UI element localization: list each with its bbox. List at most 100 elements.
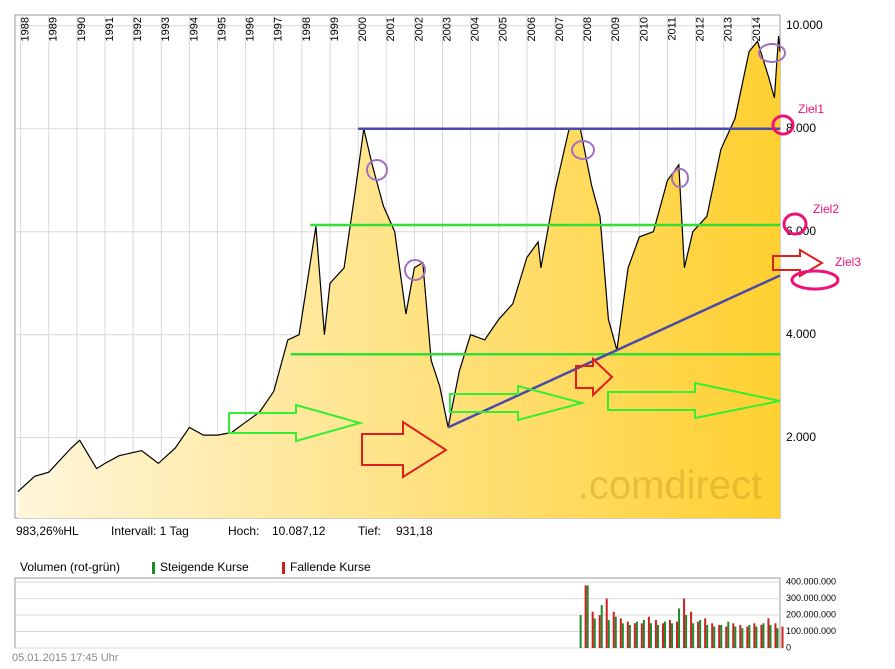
arrow-red — [361, 420, 448, 479]
volume-title: Volumen (rot-grün) — [20, 560, 120, 574]
x-tick-label: 2006 — [526, 17, 538, 41]
x-tick-label: 1999 — [329, 17, 341, 41]
arrow-red — [772, 248, 824, 278]
x-tick-label: 2002 — [413, 17, 425, 41]
volume-bar — [699, 620, 702, 648]
circle — [571, 140, 595, 160]
volume-bar — [621, 623, 624, 648]
volume-bar — [642, 620, 645, 648]
volume-bar — [598, 615, 601, 648]
volume-bar — [713, 626, 716, 648]
x-tick-label: 1991 — [104, 17, 116, 41]
stat: Tief: — [358, 524, 381, 538]
x-tick-label: 2008 — [582, 17, 594, 41]
volume-bar — [605, 598, 608, 648]
volume-bar — [776, 628, 779, 648]
volume-bar — [671, 623, 674, 648]
y-tick-label: 300.000.000 — [786, 593, 836, 603]
circle — [790, 269, 840, 291]
volume-bar — [753, 623, 756, 648]
volume-bar — [656, 624, 659, 648]
arrow-green — [449, 384, 586, 422]
volume-bar — [614, 616, 617, 648]
circle — [671, 168, 689, 188]
volume-bar — [586, 585, 589, 648]
annotation: Ziel2 — [813, 202, 839, 216]
x-tick-label: 1997 — [273, 17, 285, 41]
stat: Intervall: 1 Tag — [111, 524, 189, 538]
volume-bar — [654, 620, 657, 648]
y-tick-label: 0 — [786, 642, 791, 652]
legend-label: Fallende Kurse — [290, 560, 371, 574]
y-tick-label: 400.000.000 — [786, 576, 836, 586]
volume-bar — [711, 623, 714, 648]
volume-bar — [628, 624, 631, 648]
volume-area — [14, 577, 781, 649]
x-tick-label: 2003 — [441, 17, 453, 41]
volume-bar — [774, 623, 777, 648]
volume-bar — [612, 611, 615, 648]
volume-bar — [706, 624, 709, 648]
x-tick-label: 2013 — [723, 17, 735, 41]
x-tick-label: 2012 — [695, 17, 707, 41]
annotation: Ziel3 — [835, 255, 861, 269]
x-tick-label: 2001 — [385, 17, 397, 41]
stat: 10.087,12 — [272, 524, 326, 538]
arrow-green — [607, 381, 781, 420]
x-tick-label: 2005 — [498, 17, 510, 41]
circle — [782, 212, 808, 236]
volume-bar — [739, 624, 742, 648]
annotation: Ziel1 — [798, 102, 824, 116]
volume-bar — [692, 623, 695, 648]
volume-bar — [746, 626, 749, 648]
y-tick-label: 4.000 — [786, 327, 816, 341]
stat: 931,18 — [396, 524, 433, 538]
legend-label: Steigende Kurse — [160, 560, 249, 574]
watermark: .comdirect — [578, 464, 763, 508]
y-tick-label: 200.000.000 — [786, 609, 836, 619]
legend-swatch — [152, 562, 155, 574]
x-tick-label: 1998 — [301, 17, 313, 41]
x-tick-label: 1990 — [76, 17, 88, 41]
volume-bar — [619, 618, 622, 648]
x-tick-label: 1995 — [216, 17, 228, 41]
y-tick-label: 100.000.000 — [786, 626, 836, 636]
volume-bar — [584, 585, 587, 648]
x-tick-label: 1989 — [48, 17, 60, 41]
legend-swatch — [282, 562, 285, 574]
volume-bar — [649, 623, 652, 648]
volume-bar — [669, 620, 671, 648]
arrow-red — [575, 356, 614, 398]
x-tick-label: 1994 — [188, 17, 200, 41]
x-tick-label: 2009 — [610, 17, 622, 41]
x-tick-label: 1996 — [245, 17, 257, 41]
y-tick-label: 10.000 — [786, 18, 823, 32]
volume-bar — [607, 620, 610, 648]
volume-bar — [685, 615, 688, 648]
volume-bar — [734, 626, 737, 648]
volume-bar — [591, 611, 594, 648]
volume-bar — [626, 621, 629, 648]
area — [17, 36, 781, 518]
volume-bar — [762, 623, 765, 648]
volume-bar — [741, 628, 744, 648]
y-tick-label: 2.000 — [786, 430, 816, 444]
volume-bar — [720, 624, 723, 648]
volume-bar — [781, 626, 784, 648]
volume-bar — [769, 624, 772, 648]
x-tick-label: 2004 — [470, 17, 482, 41]
x-tick-label: 2000 — [357, 17, 369, 41]
volume-bar — [755, 626, 758, 648]
x-tick-label: 2007 — [554, 17, 566, 41]
x-tick-label: 2011 — [666, 17, 678, 41]
annotation-line — [447, 274, 781, 429]
volume-bar — [704, 618, 707, 648]
volume-bar — [676, 621, 679, 648]
volume-bar — [633, 623, 636, 648]
stat: Hoch: — [228, 524, 259, 538]
volume-bar — [664, 621, 666, 648]
volume-bar — [579, 615, 582, 648]
circle — [404, 259, 426, 281]
volume-bar — [661, 623, 664, 648]
volume-bar — [640, 623, 643, 648]
